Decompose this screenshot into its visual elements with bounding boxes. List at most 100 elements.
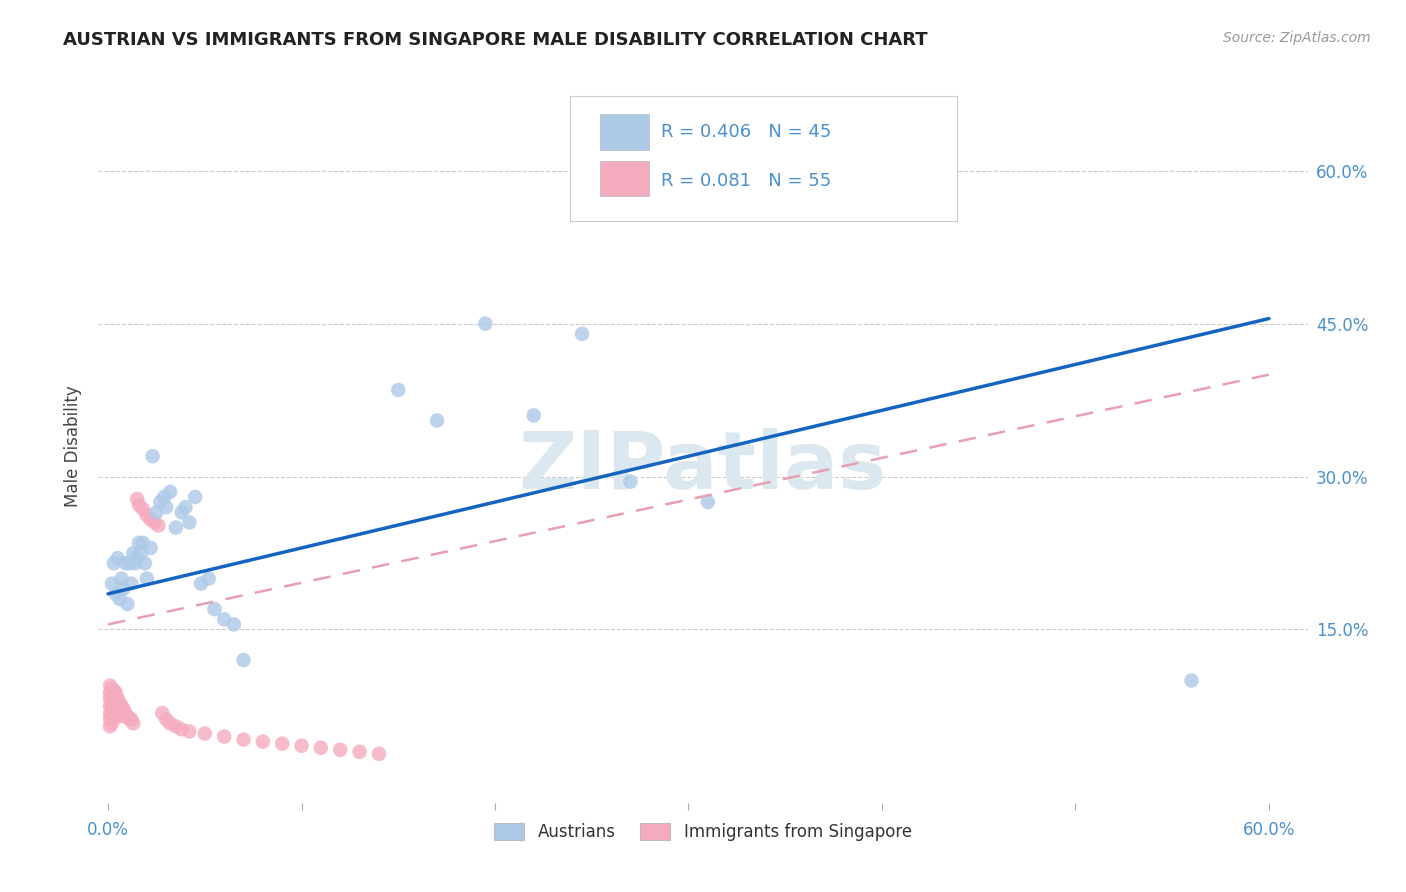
Point — [571, 326, 593, 341]
Point — [148, 518, 170, 533]
Y-axis label: Male Disability: Male Disability — [63, 385, 82, 507]
Point — [98, 686, 121, 700]
Point — [103, 706, 125, 720]
Point — [349, 745, 371, 759]
Point — [107, 702, 129, 716]
Text: R = 0.406   N = 45: R = 0.406 N = 45 — [661, 123, 831, 141]
Point — [387, 383, 409, 397]
Point — [101, 716, 124, 731]
Point — [98, 706, 121, 720]
Point — [107, 691, 129, 706]
Point — [132, 502, 155, 516]
Point — [103, 556, 125, 570]
Point — [150, 706, 173, 720]
Point — [98, 679, 121, 693]
Point — [135, 572, 157, 586]
Point — [101, 576, 124, 591]
Point — [111, 572, 134, 586]
Point — [143, 516, 166, 530]
Point — [170, 723, 193, 737]
Point — [107, 551, 129, 566]
Point — [127, 551, 149, 566]
Point — [204, 602, 226, 616]
Point — [1180, 673, 1202, 688]
Point — [135, 508, 157, 523]
Point — [155, 500, 177, 515]
Point — [117, 709, 139, 723]
Point — [153, 490, 176, 504]
Point — [122, 546, 145, 560]
Point — [111, 698, 134, 713]
Point — [194, 726, 217, 740]
Point — [103, 698, 125, 713]
FancyBboxPatch shape — [600, 161, 648, 196]
Text: AUSTRIAN VS IMMIGRANTS FROM SINGAPORE MALE DISABILITY CORRELATION CHART: AUSTRIAN VS IMMIGRANTS FROM SINGAPORE MA… — [63, 31, 928, 49]
Point — [101, 689, 124, 703]
Point — [132, 536, 155, 550]
Point — [101, 696, 124, 710]
Point — [232, 653, 254, 667]
Point — [108, 696, 131, 710]
Point — [212, 612, 235, 626]
Point — [101, 681, 124, 696]
Point — [111, 709, 134, 723]
Point — [139, 512, 162, 526]
Point — [112, 702, 135, 716]
Point — [139, 541, 162, 555]
Point — [98, 719, 121, 733]
Point — [104, 686, 127, 700]
Point — [159, 484, 181, 499]
Point — [103, 683, 125, 698]
FancyBboxPatch shape — [600, 114, 648, 150]
Point — [120, 712, 142, 726]
Point — [232, 732, 254, 747]
Point — [179, 724, 201, 739]
Point — [142, 449, 165, 463]
Point — [101, 709, 124, 723]
Point — [159, 716, 181, 731]
FancyBboxPatch shape — [569, 96, 957, 221]
Point — [127, 491, 149, 506]
Point — [114, 556, 136, 570]
Point — [190, 576, 212, 591]
Point — [179, 516, 201, 530]
Point — [184, 490, 207, 504]
Point — [222, 617, 245, 632]
Point — [103, 691, 125, 706]
Point — [108, 706, 131, 720]
Point — [112, 582, 135, 596]
Point — [118, 712, 141, 726]
Point — [118, 556, 141, 570]
Point — [329, 743, 352, 757]
Point — [98, 691, 121, 706]
Text: ZIPatlas: ZIPatlas — [519, 428, 887, 507]
Point — [619, 475, 641, 489]
Point — [165, 520, 187, 534]
Point — [98, 712, 121, 726]
Point — [98, 698, 121, 713]
Point — [368, 747, 391, 761]
Point — [128, 498, 150, 512]
Point — [107, 709, 129, 723]
Text: R = 0.081   N = 55: R = 0.081 N = 55 — [661, 171, 831, 189]
Point — [129, 546, 152, 560]
Point — [155, 712, 177, 726]
Point — [149, 495, 172, 509]
Point — [474, 317, 496, 331]
Point — [523, 409, 546, 423]
Point — [696, 495, 718, 509]
Point — [101, 702, 124, 716]
Point — [290, 739, 312, 753]
Point — [134, 556, 156, 570]
Point — [174, 500, 197, 515]
Point — [117, 597, 139, 611]
Point — [104, 698, 127, 713]
Point — [108, 591, 131, 606]
Point — [114, 706, 136, 720]
Point — [165, 719, 187, 733]
Point — [120, 576, 142, 591]
Text: Source: ZipAtlas.com: Source: ZipAtlas.com — [1223, 31, 1371, 45]
Point — [212, 730, 235, 744]
Point — [309, 740, 332, 755]
Legend: Austrians, Immigrants from Singapore: Austrians, Immigrants from Singapore — [488, 816, 918, 848]
